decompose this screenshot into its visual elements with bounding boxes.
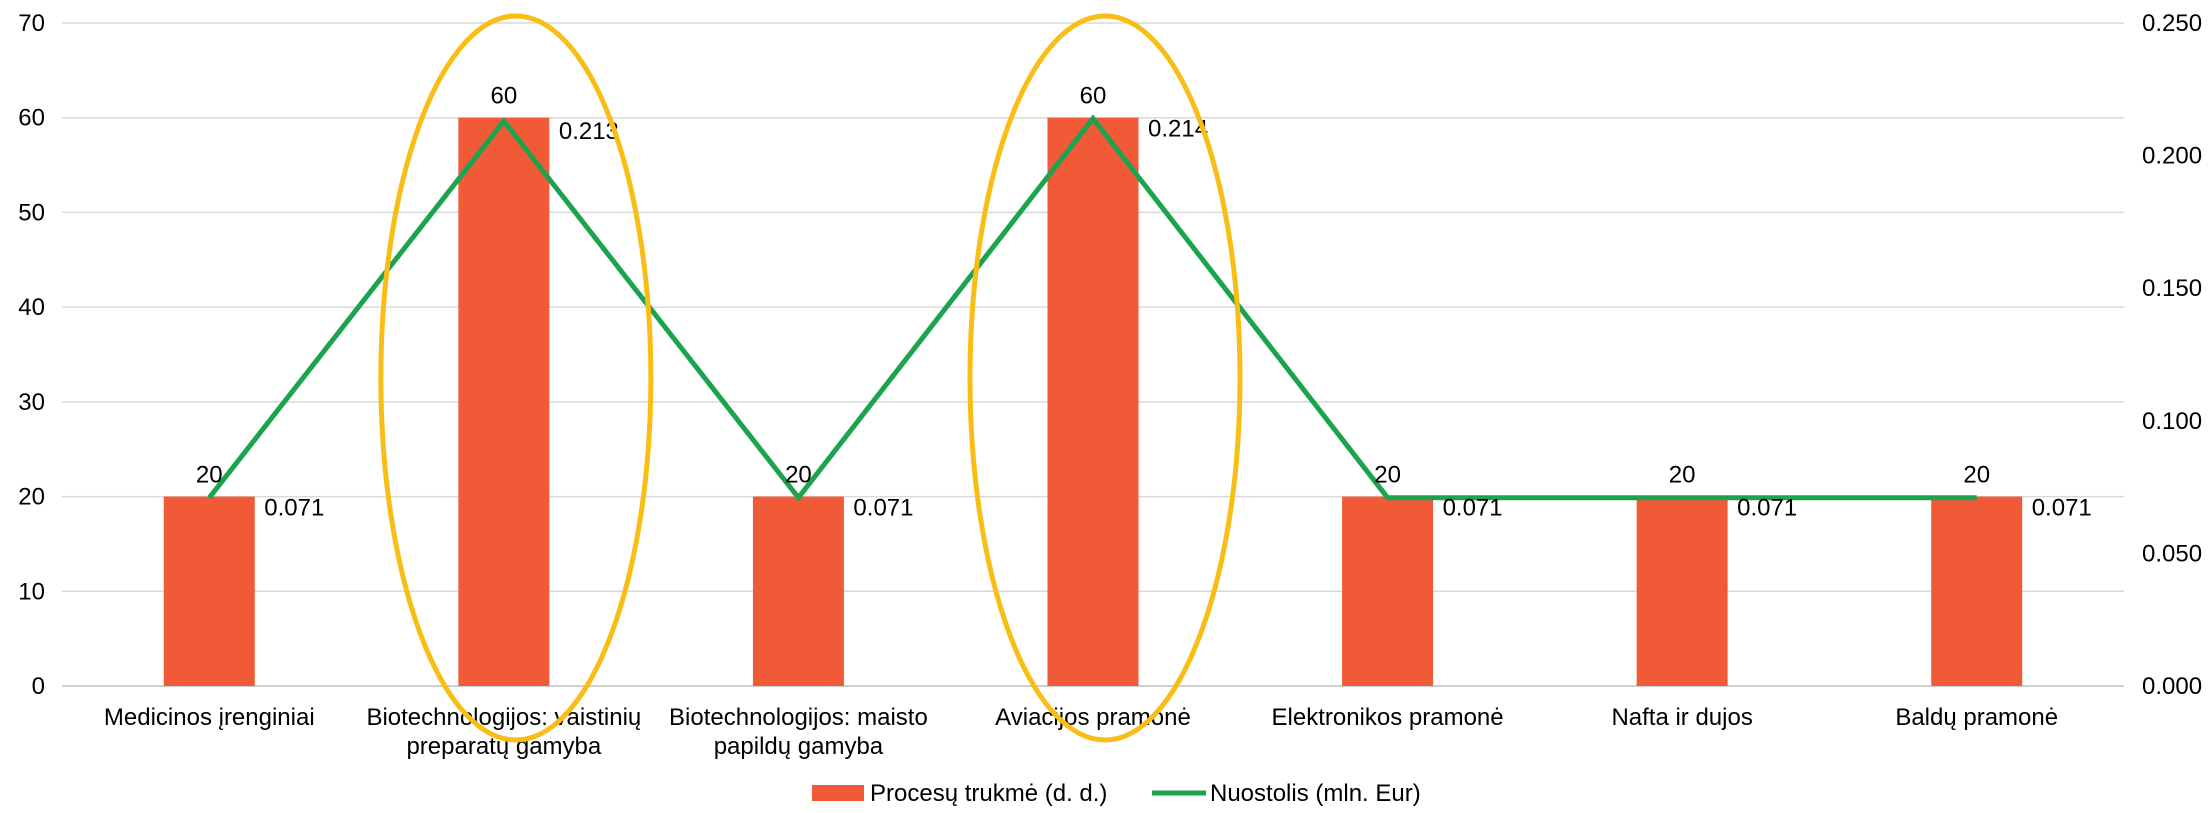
y-left-tick-label: 0 [32,673,45,700]
bar-data-label: 20 [196,462,223,489]
legend-swatch-bars [812,785,864,801]
y-right-tick-label: 0.000 [2142,673,2202,700]
x-category-label: Elektronikos pramonė [1272,704,1504,731]
y-left-tick-label: 20 [18,484,45,511]
bar [1931,496,2023,686]
x-category-label: Biotechnologijos: maisto [669,704,928,731]
bar [163,496,255,686]
x-category-label: Nafta ir dujos [1611,704,1752,731]
bar [1636,496,1728,686]
x-category-label: Medicinos įrenginiai [104,704,315,731]
y-left-tick-label: 30 [18,389,45,416]
y-right-tick-label: 0.200 [2142,143,2202,170]
y-right-tick-label: 0.050 [2142,540,2202,567]
y-left-tick-label: 70 [18,10,45,37]
bar-data-label: 60 [1080,83,1107,110]
line-data-label: 0.071 [2032,495,2092,522]
y-left-tick-label: 60 [18,105,45,132]
legend-label-bars: Procesų trukmė (d. d.) [870,780,1107,807]
line-data-label: 0.071 [1737,495,1797,522]
bar [1047,117,1139,686]
y-left-tick-label: 40 [18,294,45,321]
x-category-label: Biotechnologijos: vaistinių [366,704,641,731]
bar [1342,496,1434,686]
line-data-label: 0.071 [264,495,324,522]
bar-data-label: 60 [491,83,518,110]
line-data-label: 0.071 [1443,495,1503,522]
highlight-ellipse [967,13,1243,743]
y-right-tick-label: 0.250 [2142,10,2202,37]
highlight-ellipse [378,13,654,743]
line-series [207,114,1977,502]
bar [752,496,844,686]
legend-label-line: Nuostolis (mln. Eur) [1210,780,1421,807]
bar-data-label: 20 [1374,462,1401,489]
y-right-tick-label: 0.100 [2142,408,2202,435]
bar [458,117,550,686]
bar-data-label: 20 [1669,462,1696,489]
x-category-label: papildų gamyba [714,733,884,760]
y-left-tick-label: 50 [18,199,45,226]
y-left-tick-label: 10 [18,578,45,605]
x-category-label: Baldų pramonė [1895,704,2058,731]
line-data-label: 0.071 [853,495,913,522]
bar-data-label: 20 [1963,462,1990,489]
y-right-tick-label: 0.150 [2142,275,2202,302]
bar-data-label: 20 [785,462,812,489]
